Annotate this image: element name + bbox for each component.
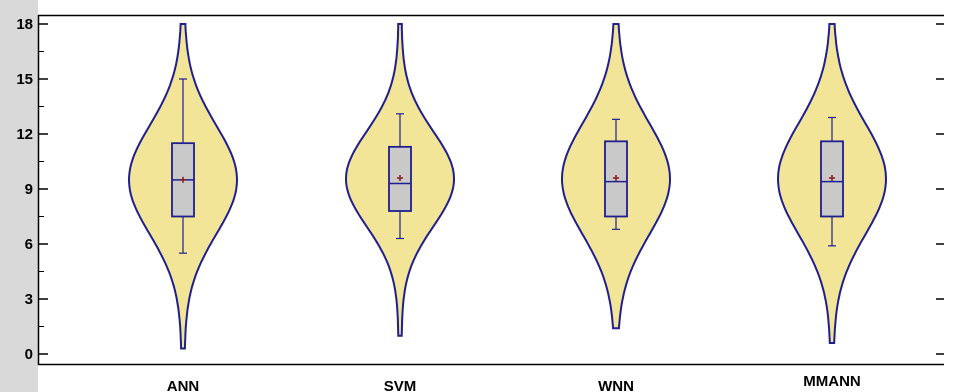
- x-label-svm: SVM: [384, 378, 417, 392]
- y-tick-label-6: 6: [25, 236, 33, 253]
- y-tick-label-18: 18: [16, 16, 33, 33]
- y-tick-label-15: 15: [16, 71, 33, 88]
- y-tick-label-3: 3: [25, 291, 33, 308]
- y-ticks-group: 0 3 6 9 12 15 18: [16, 16, 944, 363]
- x-label-mmann: MMANN: [803, 373, 861, 390]
- boxes-group: [171, 78, 844, 254]
- axis-band: [0, 0, 38, 392]
- x-labels-group: ANN SVM WNN MMANN: [167, 373, 861, 392]
- y-tick-label-9: 9: [25, 181, 33, 198]
- y-tick-label-12: 12: [16, 126, 33, 143]
- y-tick-label-0: 0: [25, 346, 33, 363]
- axes-group: [37, 14, 944, 366]
- x-label-wnn: WNN: [598, 378, 634, 392]
- x-label-ann: ANN: [167, 378, 200, 392]
